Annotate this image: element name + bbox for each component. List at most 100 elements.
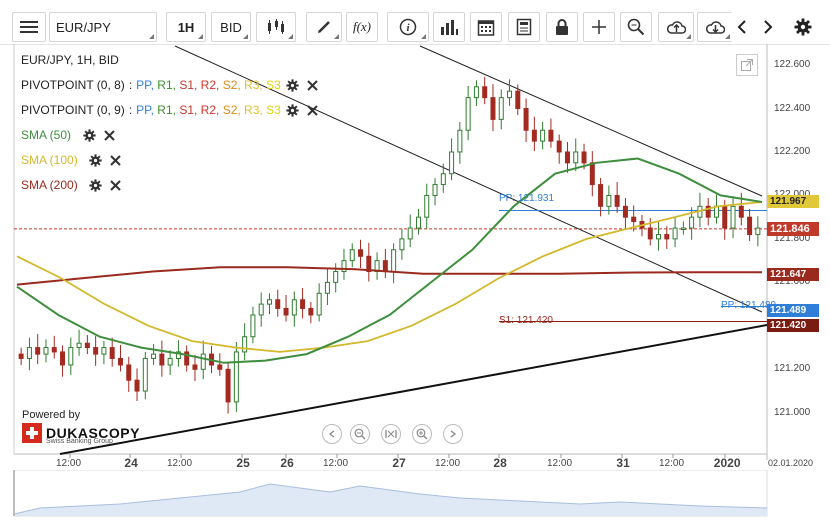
close-icon [110,154,121,166]
menu-button[interactable] [12,12,46,42]
navigator-overview[interactable] [0,470,830,520]
crosshair-button[interactable] [583,12,615,42]
zoom-in-button[interactable] [412,424,432,444]
candle-body [324,281,330,294]
channel-trendline-upper [419,45,763,197]
candlestick-icon [268,19,284,34]
pivot-level-r2: R2, [200,103,223,117]
brand-name: DUKASCOPY [46,425,140,441]
chart-area[interactable]: EUR/JPY, 1H, BID PIVOTPOINT (0, 8) : PP,… [0,44,830,520]
chart-type-button[interactable] [256,12,296,42]
candle-body [490,97,496,120]
candle-body [184,351,190,366]
navigator-area [14,484,767,516]
drawing-tools-button[interactable] [306,12,342,42]
time-tick-label: 12:00 [547,458,573,469]
pivot-separator: : [128,78,133,92]
sma50-remove-button[interactable] [101,127,117,143]
sma100-settings-button[interactable] [88,152,104,168]
close-icon [307,79,318,91]
reset-zoom-button[interactable] [381,424,401,444]
pivot-settings-button[interactable] [285,102,301,118]
sma50-settings-button[interactable] [81,127,97,143]
candle-body [192,364,198,370]
price-tick-label: 122.000 [774,189,810,200]
pivot-remove-button[interactable] [305,102,321,118]
candle-body [482,86,488,99]
instrument-label: EUR/JPY [56,19,111,35]
volume-button[interactable] [433,12,465,42]
pivot-level-r3: R3, [244,103,267,117]
pivot-name: PIVOTPOINT (0, 9) [21,103,125,117]
nav-forward-button[interactable] [443,424,463,444]
sma100-remove-button[interactable] [108,152,124,168]
candle-body [581,151,587,164]
candle-body [93,347,99,355]
candle-body [242,336,248,353]
pivot-level-s3: S3 [266,78,281,92]
nav-back-button[interactable] [322,424,342,444]
sma200-remove-button[interactable] [108,177,124,193]
candle-body [589,162,595,186]
price-chart[interactable] [0,44,830,520]
pivot-settings-button[interactable] [285,77,301,93]
gear-icon [89,178,102,192]
candle-body [316,292,322,316]
sma50-line [16,157,763,364]
sma200-settings-button[interactable] [88,177,104,193]
brand-tagline: Swiss Banking Group [46,438,113,445]
time-tick-label: 31 [616,456,630,470]
candle-body [523,108,529,131]
candle-body [275,299,281,309]
zoom-out-button[interactable] [350,424,370,444]
sma100-line [16,201,763,353]
candle-body [440,173,446,186]
candle-body [407,227,413,240]
candle-body [258,303,264,316]
candle-body [308,307,314,316]
candle-body [614,194,620,207]
pen-icon [318,21,330,33]
settings-button[interactable] [789,12,817,42]
zoom-button[interactable] [620,12,652,42]
dropdown-corner-icon [198,34,203,39]
s1-price-tag: 121.420 [767,319,819,332]
candle-body [142,357,148,392]
gear-icon [286,78,299,92]
scroll-left-button[interactable] [731,12,753,42]
gear-icon [794,18,812,36]
info-button[interactable]: i [387,12,429,42]
candle-body [730,205,736,229]
channel-trendline-lower [174,45,763,313]
candle-body [366,255,372,273]
pivot-level-list: PP, R1, S1, R2, S2, R3, S3 [136,103,281,117]
time-tick-label: 02.01.2020 [768,458,814,468]
fullscreen-button[interactable] [736,54,758,76]
timeframe-selector[interactable]: 1H [166,12,206,42]
gear-icon [286,103,299,117]
time-tick-label: 2020 [713,456,741,470]
candle-body [747,216,753,236]
candle-body [84,342,90,349]
candle-body [134,379,140,392]
upload-button[interactable] [658,12,694,42]
lock-button[interactable] [546,12,578,42]
calendar-button[interactable] [470,12,502,42]
close-icon [110,179,121,191]
candle-body [656,234,662,240]
pp-line-label: PP: 121.931 [499,193,555,204]
indicators-button[interactable]: f(x) [346,12,378,42]
candle-body [598,184,604,207]
pivot-level-s3: S3 [266,103,281,117]
instrument-selector[interactable]: EUR/JPY [49,12,157,42]
pivot-remove-button[interactable] [305,77,321,93]
news-button[interactable] [508,12,540,42]
current-price-tag: 121.846 [767,222,819,236]
scroll-right-button[interactable] [757,12,779,42]
time-tick-label: 28 [493,456,507,470]
download-button[interactable] [697,12,733,42]
candle-body [382,260,388,273]
candle-body [680,227,686,231]
candle-body [457,129,463,153]
price-side-selector[interactable]: BID [211,12,251,42]
